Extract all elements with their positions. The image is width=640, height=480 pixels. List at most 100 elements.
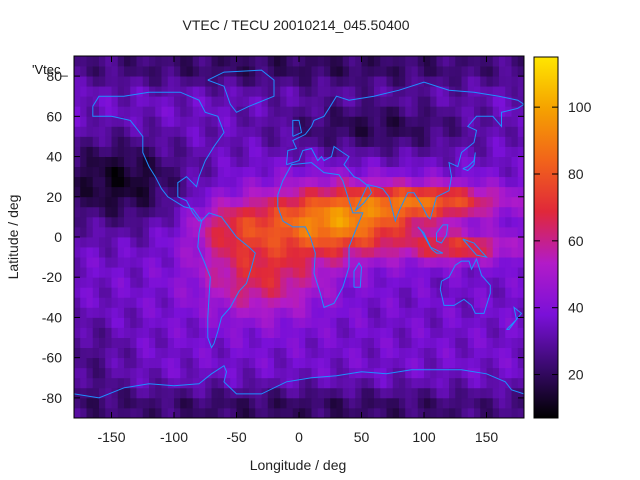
heatmap-cell (217, 277, 225, 288)
heatmap-cell (230, 257, 237, 268)
heatmap-cell (311, 56, 319, 67)
heatmap-cell (474, 357, 481, 369)
heatmap-cell (361, 76, 369, 87)
heatmap-cell (292, 337, 300, 349)
heatmap-cell (392, 226, 400, 238)
heatmap-cell (92, 247, 100, 258)
heatmap-cell (424, 226, 431, 238)
heatmap-cell (86, 66, 94, 77)
heatmap-cell (399, 176, 406, 188)
heatmap-cell (92, 226, 100, 238)
heatmap-cell (161, 156, 169, 168)
heatmap-cell (211, 387, 219, 399)
heatmap-cell (311, 166, 319, 178)
heatmap-cell (280, 267, 287, 278)
heatmap-cell (361, 136, 369, 147)
heatmap-cell (442, 377, 450, 389)
heatmap-cell (174, 206, 181, 218)
heatmap-cell (199, 287, 206, 298)
heatmap-cell (386, 146, 394, 157)
heatmap-cell (505, 317, 512, 328)
heatmap-cell (311, 367, 319, 379)
heatmap-cell (199, 357, 206, 369)
heatmap-cell (286, 96, 294, 107)
heatmap-cell (399, 277, 406, 288)
heatmap-cell (142, 277, 150, 288)
heatmap-cell (92, 206, 100, 218)
heatmap-cell (174, 146, 181, 157)
heatmap-cell (455, 216, 462, 228)
heatmap-cell (167, 146, 175, 157)
heatmap-cell (324, 56, 331, 67)
heatmap-cell (199, 317, 206, 328)
heatmap-cell (424, 56, 431, 67)
heatmap-cell (430, 206, 437, 218)
heatmap-cell (336, 327, 344, 338)
heatmap-cell (299, 367, 306, 379)
heatmap-cell (386, 287, 394, 298)
heatmap-cell (349, 156, 356, 168)
heatmap-cell (167, 126, 175, 137)
heatmap-cell (392, 377, 400, 389)
heatmap-cell (517, 216, 524, 228)
heatmap-cell (374, 277, 381, 288)
heatmap-cell (342, 146, 350, 157)
heatmap-cell (417, 96, 425, 107)
heatmap-cell (180, 337, 187, 349)
heatmap-cell (480, 156, 487, 168)
heatmap-cell (267, 146, 275, 157)
heatmap-cell (74, 116, 81, 127)
heatmap-cell (449, 327, 456, 338)
heatmap-cell (99, 407, 106, 418)
heatmap-cell (436, 166, 444, 178)
heatmap-cell (499, 297, 506, 308)
heatmap-cell (374, 216, 381, 228)
heatmap-cell (442, 96, 450, 107)
heatmap-cell (336, 397, 344, 409)
heatmap-cell (192, 407, 200, 418)
heatmap-cell (86, 166, 94, 178)
heatmap-cell (155, 297, 162, 308)
heatmap-cell (467, 387, 475, 399)
heatmap-cell (330, 126, 337, 137)
heatmap-cell (142, 206, 150, 218)
heatmap-cell (399, 267, 406, 278)
heatmap-cell (305, 66, 312, 77)
heatmap-cell (180, 166, 187, 178)
heatmap-cell (242, 367, 250, 379)
heatmap-cell (411, 96, 419, 107)
heatmap-cell (180, 277, 187, 288)
heatmap-cell (474, 237, 481, 248)
heatmap-cell (217, 347, 225, 359)
heatmap-cell (261, 156, 269, 168)
heatmap-cell (280, 206, 287, 218)
heatmap-cell (92, 357, 100, 369)
heatmap-cell (430, 367, 437, 379)
heatmap-cell (330, 226, 337, 238)
heatmap-cell (386, 56, 394, 67)
heatmap-cell (99, 166, 106, 178)
heatmap-cell (236, 277, 244, 288)
heatmap-cell (280, 226, 287, 238)
heatmap-cell (167, 407, 175, 418)
heatmap-cell (211, 226, 219, 238)
heatmap-cell (267, 327, 275, 338)
heatmap-cell (111, 307, 119, 318)
heatmap-cell (455, 106, 462, 117)
heatmap-cell (330, 367, 337, 379)
heatmap-cell (192, 307, 200, 318)
heatmap-cell (124, 337, 131, 349)
heatmap-cell (167, 76, 175, 87)
heatmap-cell (330, 327, 337, 338)
x-tick-label: 100 (412, 429, 436, 445)
heatmap-cell (461, 347, 469, 359)
heatmap-cell (461, 216, 469, 228)
heatmap-cell (274, 267, 281, 278)
heatmap-cell (142, 96, 150, 107)
heatmap-cell (430, 307, 437, 318)
heatmap-cell (261, 277, 269, 288)
heatmap-cell (205, 86, 212, 97)
heatmap-cell (80, 66, 87, 77)
heatmap-cell (449, 377, 456, 389)
